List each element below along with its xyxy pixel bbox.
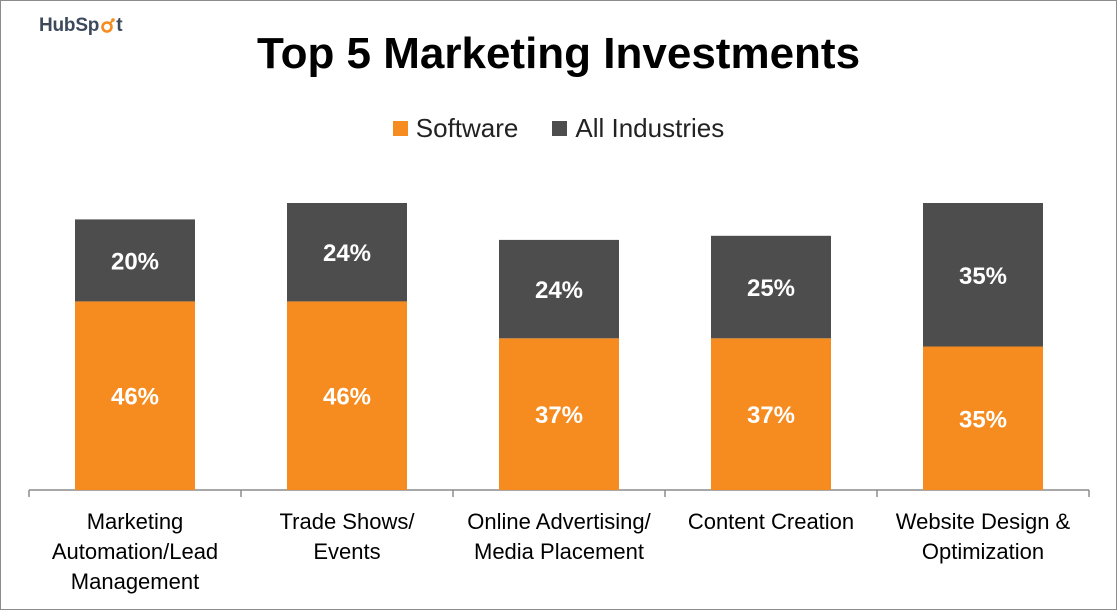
bar-software bbox=[287, 301, 407, 490]
bar-all-industries bbox=[499, 239, 619, 339]
legend-label-software: Software bbox=[415, 113, 519, 143]
category-label-line: Media Placement bbox=[474, 539, 644, 564]
bar-value-label: 24% bbox=[323, 240, 371, 267]
bar-all-industries bbox=[287, 203, 407, 302]
legend-label-all-industries: All Industries bbox=[575, 113, 725, 143]
logo-text: HubSp bbox=[39, 15, 100, 36]
bar-software bbox=[75, 301, 195, 490]
bar-software bbox=[923, 346, 1043, 490]
bar-value-label: 35% bbox=[959, 406, 1007, 433]
chart-legend: Software All Industries bbox=[1, 113, 1116, 144]
category-label-line: Trade Shows/ bbox=[279, 509, 415, 534]
bar-all-industries bbox=[75, 219, 195, 302]
category-label-line: Automation/Lead bbox=[51, 539, 219, 564]
legend-item-software: Software bbox=[392, 113, 519, 144]
bar-software bbox=[711, 338, 831, 490]
bar-all-industries bbox=[923, 203, 1043, 347]
category-label-line: Marketing bbox=[86, 509, 184, 534]
category-label-line: Content Creation bbox=[687, 509, 855, 534]
hubspot-logo: HubSp t bbox=[39, 15, 123, 37]
chart-title: Top 5 Marketing Investments bbox=[256, 29, 861, 78]
category-label: Website Design & Optimization bbox=[877, 507, 1089, 567]
bar-value-label: 35% bbox=[959, 263, 1007, 290]
category-label-line: Management bbox=[70, 569, 200, 594]
sprocket-icon bbox=[101, 18, 116, 33]
legend-swatch-all-industries bbox=[552, 121, 568, 136]
bar-value-label: 20% bbox=[111, 248, 159, 275]
category-label: Marketing Automation/Lead Management bbox=[29, 507, 241, 597]
bar-value-label: 24% bbox=[535, 277, 583, 304]
logo-text-end: t bbox=[116, 15, 123, 36]
category-label: Trade Shows/Events bbox=[241, 507, 453, 567]
bar-value-label: 46% bbox=[111, 384, 159, 411]
category-label-line: Website Design & bbox=[895, 509, 1071, 534]
legend-swatch-software bbox=[392, 121, 408, 136]
bar-value-label: 46% bbox=[323, 384, 371, 411]
category-label-line: Optimization bbox=[921, 539, 1045, 564]
bar-value-label: 37% bbox=[535, 402, 583, 429]
bar-value-label: 37% bbox=[747, 402, 795, 429]
category-label-line: Online Advertising/ bbox=[467, 509, 651, 534]
category-label: Online Advertising/Media Placement bbox=[453, 507, 665, 567]
bar-software bbox=[499, 338, 619, 490]
category-label-line: Events bbox=[313, 539, 381, 564]
bar-value-label: 25% bbox=[747, 275, 795, 302]
bar-all-industries bbox=[711, 235, 831, 339]
category-label: Content Creation bbox=[665, 507, 877, 537]
legend-item-all-industries: All Industries bbox=[552, 113, 724, 144]
